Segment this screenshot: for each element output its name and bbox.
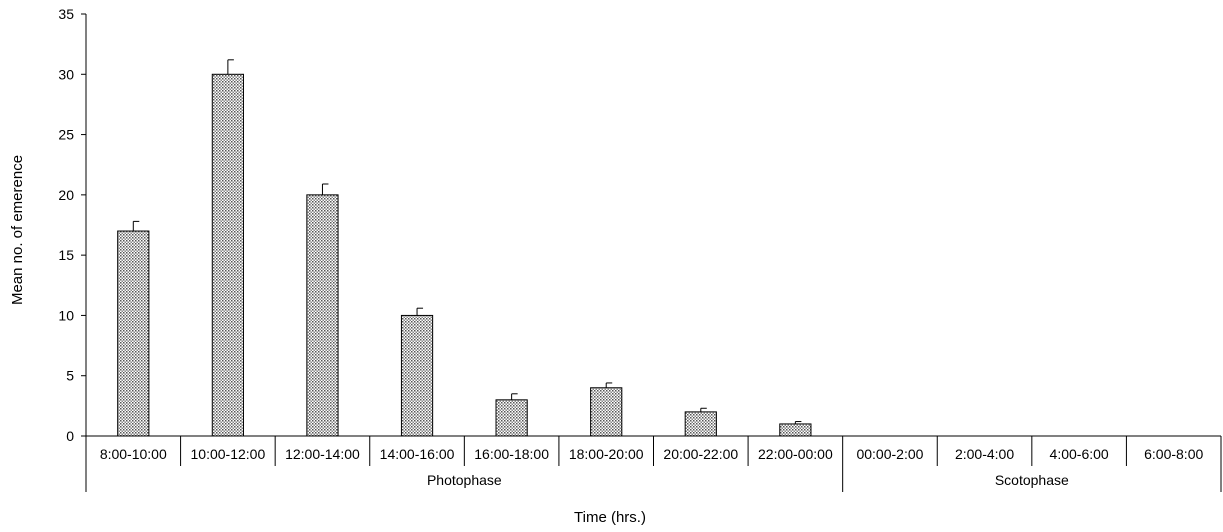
bar [211,73,244,437]
plot-area: 0 5 10 15 20 25 30 35 8:00-10:00 10:00-12:00 12:00… [58,6,1222,492]
x-tick-label: 20:00-22:00 [663,446,738,462]
bar [117,230,150,437]
x-axis-title: Time (hrs.) [574,509,646,526]
x-tick-label: 16:00-18:00 [474,446,549,462]
bar [684,411,717,437]
y-tick-label: 15 [58,247,74,263]
bar [779,423,812,437]
x-tick-label: 22:00-00:00 [758,446,833,462]
x-tick-label: 10:00-12:00 [191,446,266,462]
x-tick-label: 00:00-2:00 [856,446,923,462]
bar [400,314,434,437]
y-tick-label: 20 [58,187,74,203]
x-tick-label: 18:00-20:00 [569,446,644,462]
bar [590,387,623,437]
x-tick-label: 4:00-6:00 [1050,446,1109,462]
y-tick-label: 30 [58,66,74,82]
x-tick-label: 12:00-14:00 [285,446,360,462]
y-tick-label: 25 [58,127,74,143]
y-tick-label: 10 [58,307,74,323]
x-tick-label: 8:00-10:00 [100,446,167,462]
y-tick-label: 5 [66,368,74,384]
x-tick-label: 2:00-4:00 [955,446,1014,462]
x-tick-label: 14:00-16:00 [380,446,455,462]
group-label: Scotophase [995,472,1069,488]
y-axis-title: Mean no. of emerence [9,155,26,305]
y-tick-label: 35 [58,6,74,22]
y-tick-label: 0 [66,428,74,444]
bar [306,194,339,437]
group-label: Photophase [427,472,502,488]
x-tick-label: 6:00-8:00 [1144,446,1203,462]
bar [495,399,528,437]
